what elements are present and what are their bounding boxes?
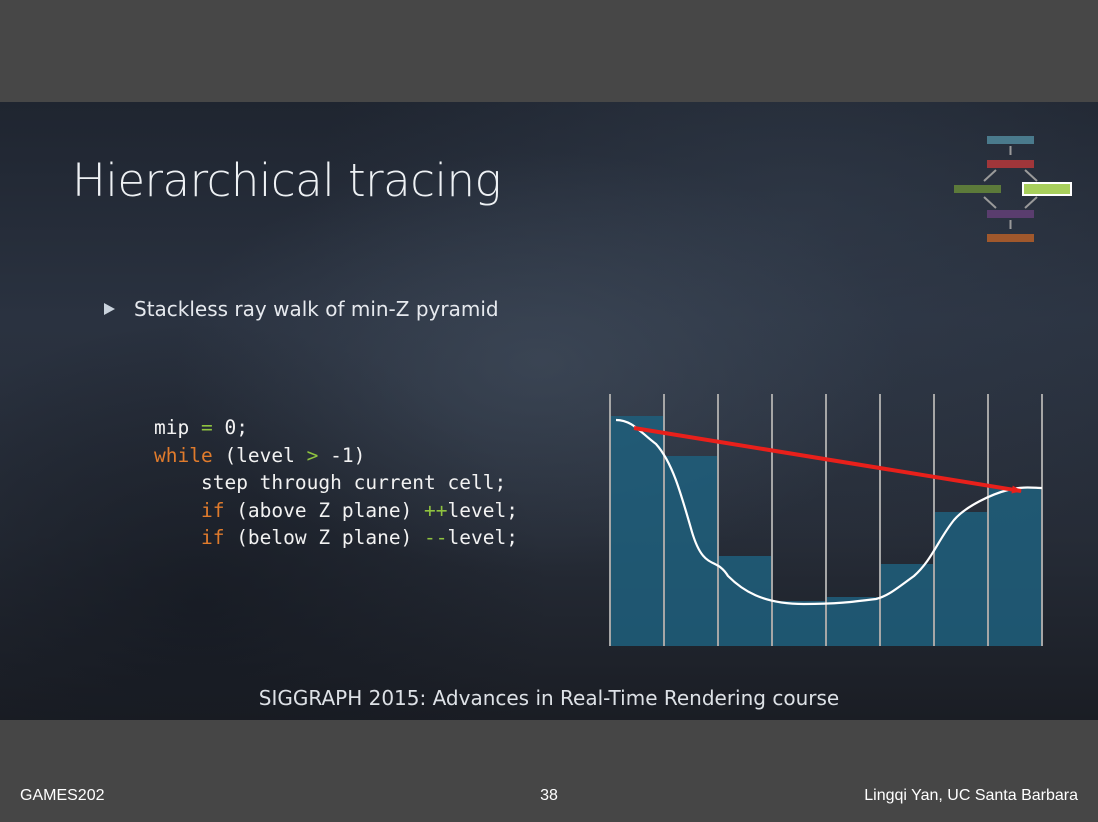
- bullet-item: Stackless ray walk of min-Z pyramid: [104, 297, 499, 321]
- top-band: [0, 0, 1098, 102]
- code-line-2: while (level > -1): [154, 443, 366, 467]
- code-line-5: if (below Z plane) --level;: [200, 526, 518, 549]
- footer-course: GAMES202: [20, 787, 105, 804]
- footer-author: Lingqi Yan, UC Santa Barbara: [864, 787, 1078, 804]
- depth-cell: [934, 512, 988, 646]
- slide-title: Hierarchical tracing: [72, 154, 502, 207]
- depth-cell: [610, 416, 664, 646]
- triangle-bullet-icon: [104, 303, 115, 315]
- depth-cells: [610, 416, 1042, 646]
- depth-cell: [718, 556, 772, 646]
- code-line-4: if (above Z plane) ++level;: [200, 498, 518, 522]
- depth-cell: [826, 597, 880, 646]
- code-block: mip = 0; while (level > -1) step through…: [154, 414, 518, 552]
- depth-cell: [772, 601, 826, 646]
- bullet-text: Stackless ray walk of min-Z pyramid: [134, 297, 499, 321]
- page-number: 38: [540, 787, 558, 804]
- pipeline-stage-icon: [954, 136, 1072, 242]
- min-z-pyramid-figure: [609, 394, 1043, 646]
- slide: Hierarchical tracing Stackless ray walk …: [0, 102, 1098, 720]
- code-line-1: mip = 0;: [154, 416, 248, 439]
- code-line-3: step through current cell;: [200, 471, 507, 494]
- ray-arrow: [633, 426, 1022, 494]
- depth-surface-curve: [615, 418, 1043, 606]
- depth-cell: [664, 456, 718, 646]
- depth-cell: [988, 488, 1042, 646]
- depth-cell: [880, 564, 934, 646]
- slide-caption: SIGGRAPH 2015: Advances in Real-Time Ren…: [258, 686, 840, 710]
